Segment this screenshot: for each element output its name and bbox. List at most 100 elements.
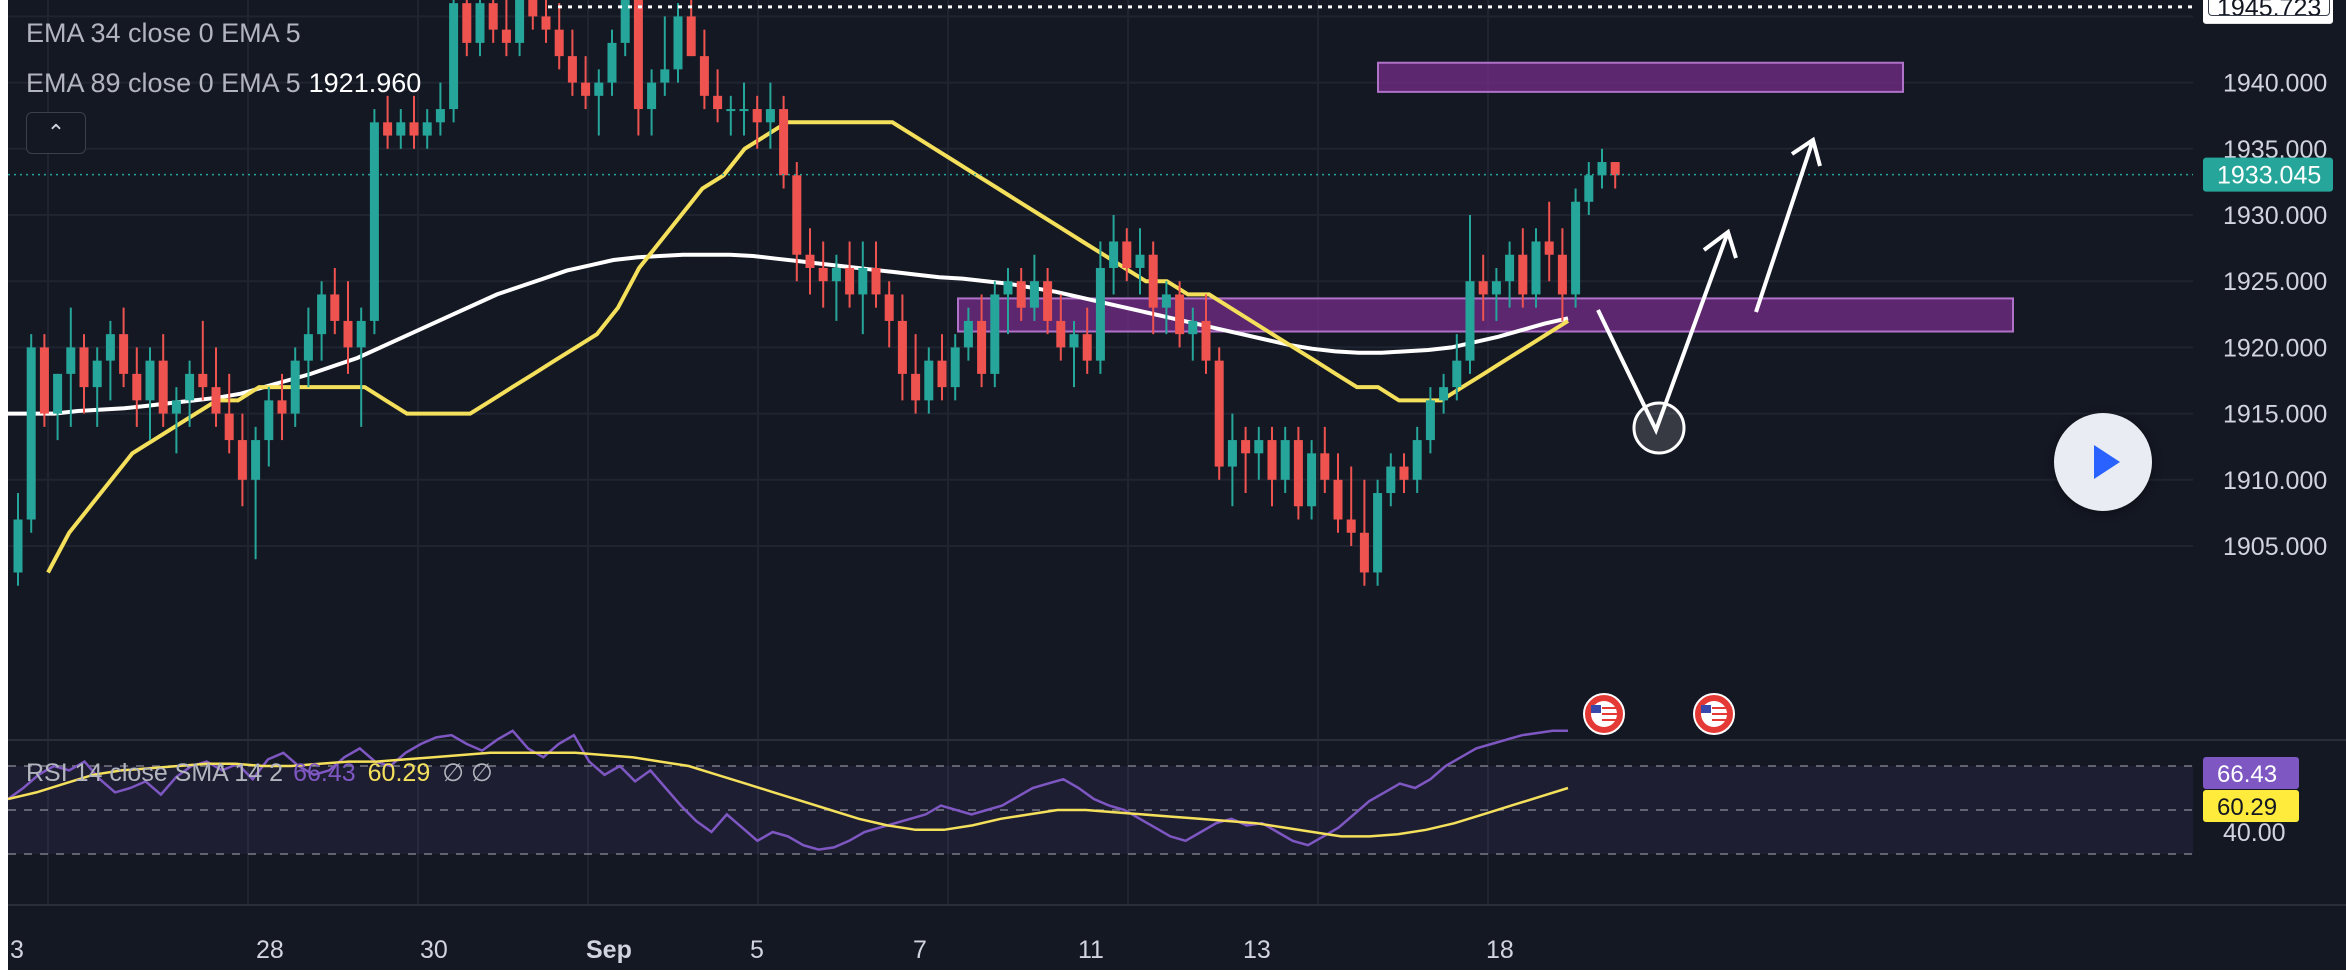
candle-body xyxy=(435,109,445,123)
candle-body xyxy=(132,373,142,401)
legend-ema89: EMA 89 close 0 EMA 5 1921.960 xyxy=(26,68,421,99)
candle-body xyxy=(1082,334,1092,361)
candle-body xyxy=(1043,281,1053,321)
price-tick-label: 1930.000 xyxy=(2223,202,2327,230)
candle-body xyxy=(871,267,881,295)
candle-body xyxy=(1069,334,1079,348)
candle-body xyxy=(145,360,155,401)
candle-body xyxy=(330,294,340,321)
candle-body xyxy=(1399,466,1409,480)
play-icon xyxy=(2094,445,2120,479)
target-price-badge xyxy=(2203,0,2333,24)
candle-body xyxy=(1320,453,1330,480)
supply-demand-zone xyxy=(1377,61,1904,93)
candle-body xyxy=(1597,162,1607,176)
candle-body xyxy=(1214,360,1224,467)
candle-body xyxy=(449,3,459,110)
price-tick-label: 1915.000 xyxy=(2223,401,2327,429)
candle-body xyxy=(1175,294,1185,335)
rsi-legend-value: 66.43 xyxy=(293,759,356,787)
candle-body xyxy=(911,373,921,401)
candle-body xyxy=(224,413,234,441)
candle-body xyxy=(1452,360,1462,388)
candle-body xyxy=(541,16,551,30)
candle-body xyxy=(1293,440,1303,507)
supply-demand-zone xyxy=(957,297,2014,333)
price-tick-label: 1925.000 xyxy=(2223,268,2327,296)
ema89-line xyxy=(8,252,1569,416)
target-price-label: 1945.723 xyxy=(2217,0,2321,22)
rsi-line xyxy=(8,729,1568,851)
candle-body xyxy=(831,267,841,282)
projection-arrow-1 xyxy=(1596,231,1730,436)
candle-body xyxy=(1584,175,1594,202)
candle-body xyxy=(1307,453,1317,507)
candle-body xyxy=(105,334,115,361)
candle-body xyxy=(620,0,630,43)
candle-body xyxy=(779,109,789,176)
candle-body xyxy=(897,320,907,374)
candle-body xyxy=(1346,519,1356,533)
candle-body xyxy=(396,122,406,136)
projection-arrow-2 xyxy=(1754,139,1815,313)
candle-body xyxy=(1386,466,1396,494)
legend-ema89-label: EMA 89 close 0 EMA 5 xyxy=(26,68,301,98)
candle-body xyxy=(581,82,591,96)
legend-ema34-label: EMA 34 close 0 EMA 5 xyxy=(26,18,301,48)
play-button[interactable] xyxy=(2054,413,2152,511)
candle-body xyxy=(554,29,564,57)
rsi-badge-label: 66.43 xyxy=(2217,761,2277,788)
rsi-legend: RSI 14 close SMA 14 2 66.43 60.29 ∅ ∅ xyxy=(26,758,493,788)
time-axis[interactable]: 3 28 30 Sep 5 7 11 13 18 xyxy=(8,904,2346,964)
candle-body xyxy=(1544,241,1554,255)
candle-body xyxy=(515,0,525,43)
candle-body xyxy=(356,320,366,348)
candle-body xyxy=(567,56,577,83)
candle-body xyxy=(198,373,208,388)
candle-body xyxy=(1610,162,1620,176)
candle-body xyxy=(501,29,511,43)
arrow-head-1 xyxy=(1702,228,1738,259)
price-chart-canvas[interactable]: 1950.0001940.0001935.0001930.0001925.000… xyxy=(8,0,2346,970)
time-tick-label: 13 xyxy=(1243,936,1271,964)
us-flag-icon xyxy=(1693,693,1735,735)
candle-body xyxy=(383,122,393,136)
price-axis[interactable]: 1950.0001940.0001935.0001930.0001925.000… xyxy=(2203,0,2333,847)
chart-panel[interactable]: 1950.0001940.0001935.0001930.0001925.000… xyxy=(8,0,2346,970)
ema34-series xyxy=(46,120,1570,574)
candle-body xyxy=(1557,254,1567,295)
rsi-legend-label: RSI 14 close SMA 14 2 xyxy=(26,759,284,787)
candle-body xyxy=(963,320,973,348)
candle-body xyxy=(92,360,102,388)
zones xyxy=(957,61,2014,333)
collapse-legend-button[interactable]: ⌃ xyxy=(26,112,86,154)
candle-body xyxy=(765,109,775,123)
candle-body xyxy=(211,387,221,414)
candle-body xyxy=(26,347,36,520)
candle-body xyxy=(53,373,63,414)
candle-body xyxy=(488,3,498,30)
current-price-label: 1933.045 xyxy=(2217,162,2321,190)
candle-body xyxy=(264,400,274,441)
price-tick-label: 1910.000 xyxy=(2223,467,2327,495)
candle-body xyxy=(1491,281,1501,295)
candle-body xyxy=(369,122,379,321)
candle-body xyxy=(1003,281,1013,295)
flag-canton xyxy=(1701,705,1711,713)
time-tick-label: 18 xyxy=(1486,936,1514,964)
candle-body xyxy=(79,347,89,388)
arrow-head-2 xyxy=(1790,136,1822,167)
candle-body xyxy=(528,0,538,17)
rsi-tick-label: 40.00 xyxy=(2223,819,2286,847)
candle-body xyxy=(1148,254,1158,308)
candle-body xyxy=(290,360,300,414)
top-axis-button[interactable] xyxy=(2208,0,2330,16)
candle-body xyxy=(686,16,696,57)
ema34-line xyxy=(46,120,1570,574)
candle-body xyxy=(13,519,23,573)
drawings xyxy=(1583,136,1822,735)
candle-body xyxy=(171,400,181,414)
candle-body xyxy=(1267,440,1277,480)
candle-body xyxy=(1016,281,1026,308)
candle-body xyxy=(1373,493,1383,573)
